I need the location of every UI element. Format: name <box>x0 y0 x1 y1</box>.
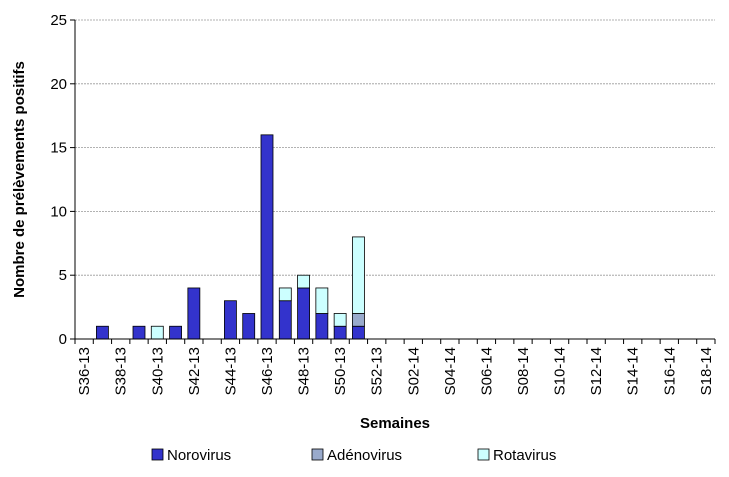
x-tick-label: S14-14 <box>625 347 642 395</box>
bar-segment-norovirus <box>315 313 329 340</box>
axes <box>74 20 715 340</box>
x-tick-label: S10-14 <box>552 347 569 395</box>
legend-swatch <box>151 448 164 461</box>
bars <box>96 134 365 340</box>
legend: Norovirus Adénovirus Rotavirus <box>151 447 556 464</box>
legend-label: Adénovirus <box>327 447 402 464</box>
bar-segment-norovirus <box>169 325 182 340</box>
x-tick-label: S18-14 <box>698 347 715 395</box>
legend-swatch <box>477 448 490 461</box>
bar-segment-norovirus <box>132 325 146 340</box>
legend-label: Rotavirus <box>493 447 556 464</box>
bar-segment-norovirus <box>333 325 347 340</box>
bar-segment-norovirus <box>242 313 256 340</box>
x-tick-label: S16-14 <box>661 347 678 395</box>
bar-segment-norovirus <box>187 287 201 340</box>
bar-segment-rotavirus <box>278 287 292 302</box>
y-tick-label: 25 <box>50 12 67 29</box>
y-tick-label: 20 <box>50 76 67 93</box>
x-tick-label: S38-13 <box>113 347 130 395</box>
x-tick-label: S08-14 <box>515 347 532 395</box>
bar-segment-adnovirus <box>352 313 365 327</box>
y-tick-label: 15 <box>50 140 67 157</box>
bar-segment-norovirus <box>96 325 109 340</box>
bar-segment-norovirus <box>297 287 310 340</box>
x-tick-label: S44-13 <box>222 347 239 395</box>
bar-segment-rotavirus <box>297 274 310 289</box>
x-tick-label: S12-14 <box>588 347 605 395</box>
legend-label: Norovirus <box>167 447 231 464</box>
x-tick-label: S02-14 <box>405 347 422 395</box>
y-axis-title: Nombre de prélèvements positifs <box>11 61 28 298</box>
y-tick-label: 0 <box>59 331 67 348</box>
bar-segment-norovirus <box>352 325 365 340</box>
x-tick-label: S50-13 <box>332 347 349 395</box>
x-tick-label: S52-13 <box>369 347 386 395</box>
bar-segment-norovirus <box>224 300 237 340</box>
gridlines <box>75 19 715 276</box>
bar-segment-norovirus <box>260 134 274 340</box>
bar-segment-norovirus <box>278 300 292 340</box>
x-tick-label: S46-13 <box>259 347 276 395</box>
y-tick-labels: 0 5 10 15 20 25 <box>50 12 75 348</box>
x-tick-label: S06-14 <box>478 347 495 395</box>
bar-segment-rotavirus <box>333 313 347 327</box>
bar-segment-rotavirus <box>352 236 365 314</box>
x-axis-title: Semaines <box>360 415 430 432</box>
x-tick-label: S04-14 <box>442 347 459 395</box>
x-tick-label: S40-13 <box>149 347 166 395</box>
x-tick-labels: S36-13 S38-13 S40-13 S42-13 S44-13 S46-13 S48-… <box>74 339 716 395</box>
bar-segment-rotavirus <box>150 325 164 340</box>
x-tick-label: S48-13 <box>296 347 313 395</box>
x-tick-label: S36-13 <box>76 347 93 395</box>
y-tick-label: 10 <box>50 203 67 220</box>
y-tick-label: 5 <box>59 267 67 284</box>
x-tick-label: S42-13 <box>186 347 203 395</box>
bar-segment-rotavirus <box>315 287 329 314</box>
legend-swatch <box>311 448 324 461</box>
